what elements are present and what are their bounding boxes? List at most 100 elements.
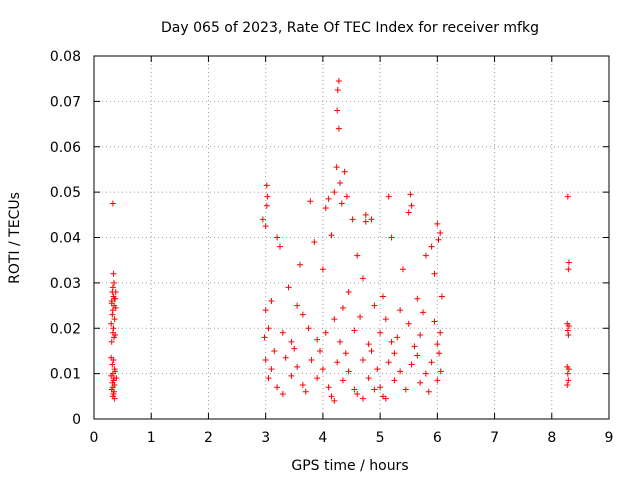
data-point bbox=[294, 302, 301, 309]
data-point bbox=[108, 338, 115, 345]
data-point bbox=[388, 338, 395, 345]
data-point bbox=[377, 329, 384, 336]
data-point bbox=[297, 261, 303, 268]
data-point bbox=[337, 180, 344, 187]
data-point bbox=[342, 350, 349, 357]
data-point bbox=[564, 381, 571, 388]
x-tick-label: 0 bbox=[90, 430, 99, 446]
data-point bbox=[414, 295, 421, 302]
data-point bbox=[339, 304, 346, 311]
data-point bbox=[405, 320, 412, 327]
data-point bbox=[425, 388, 432, 395]
data-point bbox=[431, 270, 438, 277]
y-axis-label: ROTI / TECUs bbox=[7, 192, 23, 284]
data-point bbox=[282, 354, 289, 361]
data-point bbox=[351, 386, 358, 393]
y-tick-label: 0.02 bbox=[50, 321, 81, 337]
data-point bbox=[325, 384, 332, 391]
data-point bbox=[335, 125, 342, 132]
data-point bbox=[259, 216, 266, 223]
data-point bbox=[411, 343, 418, 350]
data-point bbox=[420, 309, 427, 316]
data-point bbox=[564, 327, 571, 334]
data-point bbox=[565, 266, 572, 273]
data-point bbox=[308, 357, 315, 364]
data-point bbox=[331, 189, 338, 196]
data-point bbox=[368, 347, 375, 354]
data-point bbox=[112, 368, 119, 375]
y-tick-label: 0.08 bbox=[50, 49, 81, 65]
data-point bbox=[110, 270, 117, 277]
data-point bbox=[382, 316, 389, 323]
data-point bbox=[109, 284, 116, 291]
data-point bbox=[434, 220, 441, 227]
data-point bbox=[417, 332, 424, 339]
data-point bbox=[271, 347, 278, 354]
data-point bbox=[111, 279, 118, 286]
data-point bbox=[334, 87, 341, 94]
data-point bbox=[339, 377, 346, 384]
y-tick-label: 0.07 bbox=[50, 94, 81, 110]
data-point bbox=[110, 325, 117, 332]
data-point bbox=[333, 164, 340, 171]
data-point bbox=[288, 372, 295, 379]
data-point bbox=[265, 375, 272, 382]
data-point bbox=[379, 293, 386, 300]
data-point bbox=[362, 218, 369, 225]
data-point bbox=[335, 77, 342, 84]
data-point bbox=[111, 316, 118, 323]
data-point bbox=[334, 359, 341, 366]
x-tick-label: 6 bbox=[433, 430, 442, 446]
data-point bbox=[351, 327, 358, 334]
data-point bbox=[422, 370, 429, 377]
data-point bbox=[294, 363, 301, 370]
data-point bbox=[382, 395, 389, 402]
data-point bbox=[397, 368, 404, 375]
data-point bbox=[305, 325, 312, 332]
data-point bbox=[325, 195, 332, 202]
x-tick-labels: 0 1 2 3 4 5 6 7 8 9 bbox=[90, 430, 614, 446]
data-point bbox=[108, 300, 115, 307]
data-point bbox=[109, 200, 116, 207]
data-point bbox=[431, 318, 438, 325]
data-point bbox=[371, 302, 378, 309]
data-point bbox=[435, 236, 442, 243]
data-point bbox=[112, 288, 119, 295]
data-point bbox=[328, 393, 335, 400]
data-point bbox=[345, 368, 352, 375]
data-point bbox=[388, 234, 395, 241]
data-point bbox=[263, 202, 270, 209]
data-point bbox=[400, 266, 406, 273]
data-point bbox=[565, 377, 572, 384]
data-point bbox=[437, 229, 444, 236]
data-point bbox=[437, 329, 444, 336]
x-tick-label: 2 bbox=[204, 430, 213, 446]
data-point bbox=[365, 375, 372, 382]
data-point bbox=[391, 350, 398, 357]
data-point bbox=[428, 243, 435, 250]
data-point bbox=[111, 395, 118, 402]
data-point bbox=[261, 334, 268, 341]
data-point bbox=[338, 200, 345, 207]
x-tick-label: 5 bbox=[376, 430, 385, 446]
data-point bbox=[111, 295, 118, 302]
data-point bbox=[359, 395, 366, 402]
data-point bbox=[108, 354, 115, 361]
data-point bbox=[288, 338, 295, 345]
data-point bbox=[274, 234, 281, 241]
plot-frame bbox=[93, 55, 610, 420]
data-point bbox=[112, 332, 119, 339]
data-point bbox=[374, 366, 381, 373]
data-point bbox=[343, 193, 350, 200]
data-point bbox=[109, 361, 116, 368]
data-point bbox=[331, 397, 338, 404]
data-point bbox=[365, 341, 372, 348]
data-point bbox=[322, 329, 329, 336]
data-point bbox=[408, 361, 415, 368]
data-point bbox=[402, 386, 409, 393]
data-point bbox=[331, 316, 338, 323]
data-point bbox=[385, 359, 392, 366]
data-point bbox=[438, 293, 445, 300]
data-points bbox=[108, 77, 572, 404]
data-point bbox=[268, 366, 275, 373]
